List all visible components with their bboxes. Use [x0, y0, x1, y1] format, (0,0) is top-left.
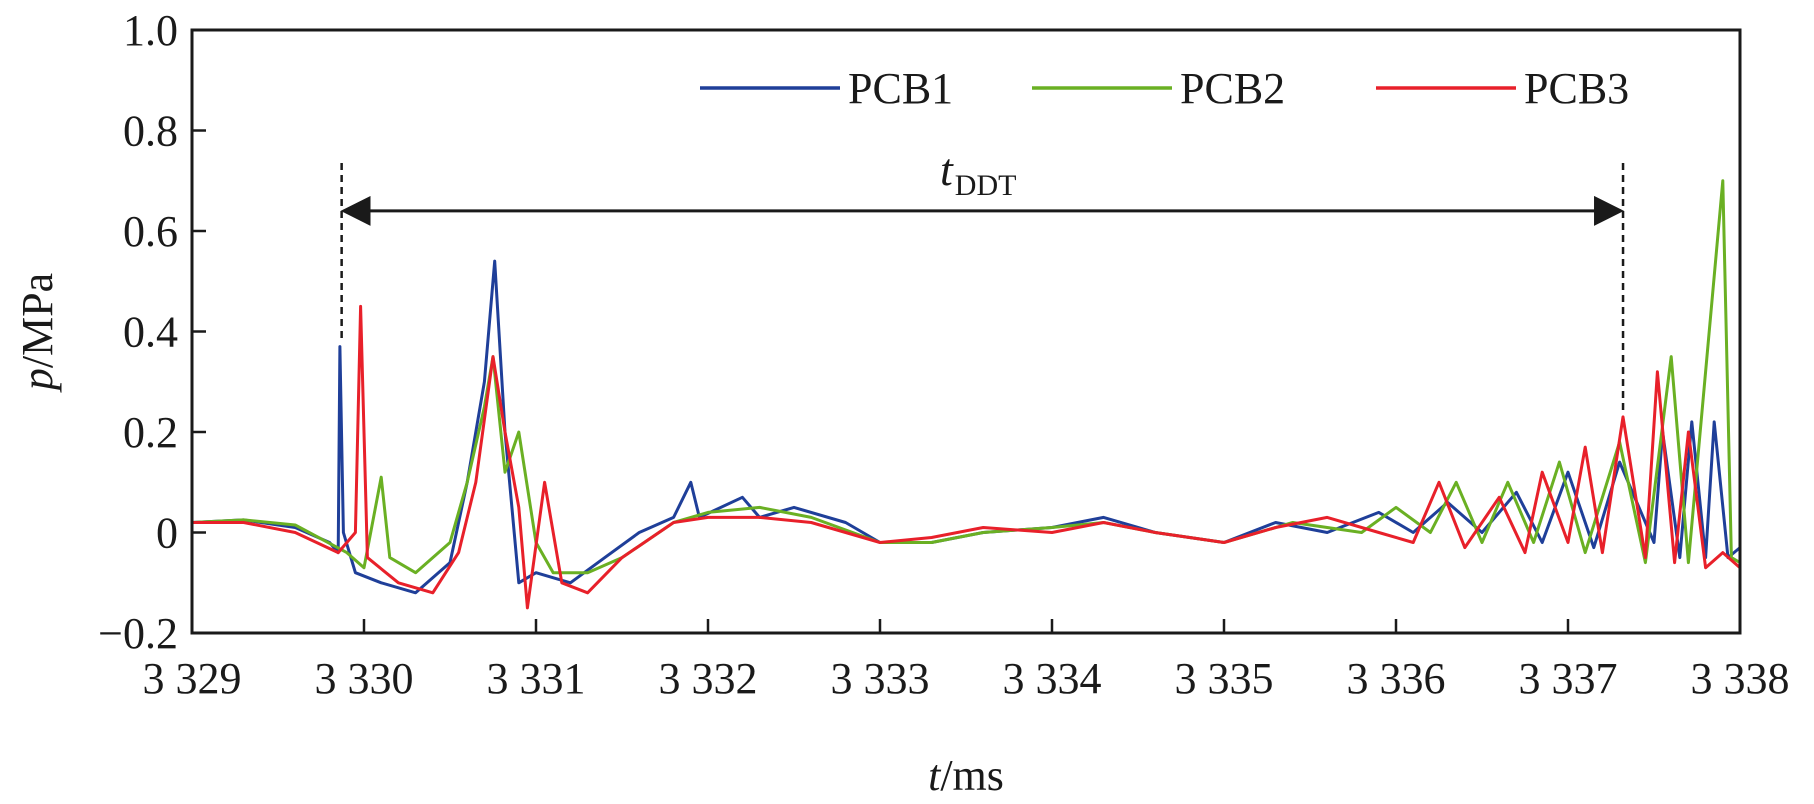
tddt-label-var: t: [940, 144, 954, 195]
legend-label-pcb1: PCB1: [848, 64, 953, 113]
plot-frame: [190, 28, 1742, 635]
series-line-pcb3: [192, 304, 1740, 610]
axis-ticks: 3 329 3 330 3 331 3 332 3 333 3 334 3 335 3 336…: [98, 6, 1789, 703]
y-tick-label: 1.0: [123, 6, 178, 55]
x-tick-label: 3 331: [487, 654, 586, 703]
x-tick-label: 3 334: [1003, 654, 1102, 703]
x-tick-label: 3 332: [659, 654, 758, 703]
x-tick-label: 3 336: [1347, 654, 1446, 703]
series-line-pcb2: [192, 179, 1740, 575]
y-tick-label: 0: [156, 509, 178, 558]
y-axis-label: p/MPa: [13, 273, 62, 393]
x-tick-label: 3 333: [831, 654, 930, 703]
x-tick-label: 3 335: [1175, 654, 1274, 703]
legend-label-pcb3: PCB3: [1524, 64, 1629, 113]
x-tick-label: 3 329: [143, 654, 242, 703]
legend-label-pcb2: PCB2: [1180, 64, 1285, 113]
legend: PCB1 PCB2 PCB3: [700, 64, 1629, 113]
x-tick-label: 3 337: [1519, 654, 1618, 703]
series-line-pcb1: [192, 259, 1740, 595]
y-tick-label: −0.2: [98, 609, 178, 658]
y-tick-label: 0.6: [123, 207, 178, 256]
x-axis-label: t/ms: [928, 751, 1004, 800]
y-tick-label: 0.8: [123, 107, 178, 156]
y-tick-label: 0.4: [123, 308, 178, 357]
annotation-tddt: tDDT: [340, 144, 1625, 412]
tddt-label: tDDT: [940, 144, 1016, 202]
series-lines: [192, 179, 1740, 610]
tddt-label-sub: DDT: [955, 169, 1017, 202]
y-tick-label: 0.2: [123, 408, 178, 457]
axis-labels: t/ms p/MPa: [13, 273, 1004, 800]
x-tick-label: 3 330: [315, 654, 414, 703]
x-tick-label: 3 338: [1691, 654, 1790, 703]
